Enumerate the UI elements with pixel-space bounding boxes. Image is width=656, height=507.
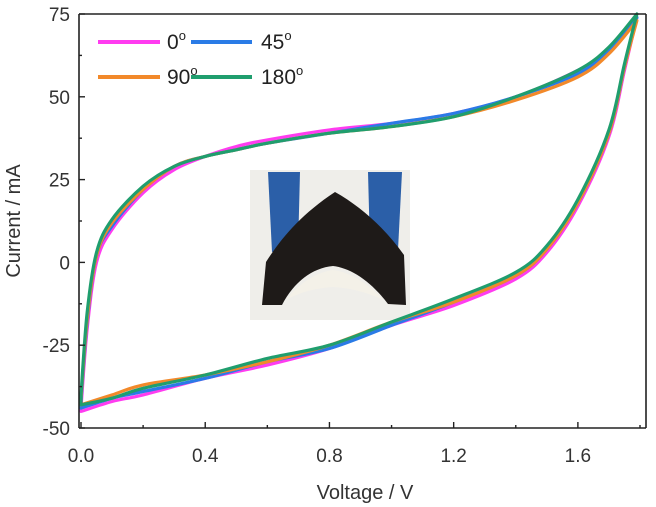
y-tick-label: 75 [49, 5, 70, 26]
legend-label-0: 0o [167, 28, 186, 54]
inset-electrode [262, 192, 406, 305]
x-tick-label: 0.8 [316, 446, 342, 467]
y-tick-label: 0 [59, 253, 70, 274]
cv-loop-180-deg [79, 12, 639, 407]
x-tick-label: 1.6 [565, 446, 591, 467]
legend-degree-mark: o [190, 63, 197, 78]
legend-degree-mark: o [284, 28, 291, 43]
y-tick-label: -25 [43, 336, 70, 357]
y-axis-title: Current / mA [3, 164, 25, 278]
legend-degree-mark: o [179, 28, 186, 43]
y-tick-label: 25 [49, 171, 70, 192]
y-tick-label: -50 [43, 419, 70, 440]
x-ticks: 0.0 0.4 0.8 1.2 1.6 [68, 422, 641, 467]
x-tick-label: 1.2 [440, 446, 466, 467]
inset-electrode-underside [286, 270, 384, 300]
legend-degree-mark: o [296, 63, 303, 78]
y-tick-label: 50 [49, 88, 70, 109]
x-tick-label: 0.0 [68, 446, 94, 467]
inset-electrode-photo [250, 170, 410, 320]
x-tick-label: 0.4 [192, 446, 219, 467]
legend-label-45: 45o [261, 28, 292, 54]
legend-label-180: 180o [261, 63, 303, 89]
x-axis-title: Voltage / V [317, 482, 414, 504]
y-ticks: -50 -25 0 25 50 75 [43, 5, 85, 440]
cv-curves [79, 12, 639, 413]
